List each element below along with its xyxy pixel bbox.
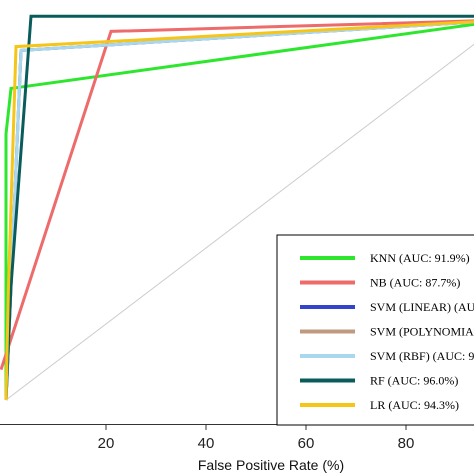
reference-diagonal-layer bbox=[5, 43, 474, 401]
series-line-6 bbox=[4, 20, 474, 401]
legend-label-2: SVM (LINEAR) (AUC bbox=[370, 300, 474, 314]
legend: KNN (AUC: 91.9%) NB (AUC: 87.7%) SVM (LINE… bbox=[276, 234, 474, 426]
legend-label-4: SVM (RBF) (AUC: 9 bbox=[370, 349, 474, 363]
x-tick-label: 80 bbox=[398, 435, 415, 452]
series-line-1 bbox=[0, 19, 474, 371]
series-layer bbox=[0, 14, 474, 401]
legend-label-0: KNN (AUC: 91.9%) bbox=[370, 251, 470, 265]
x-tick-label: 20 bbox=[98, 435, 115, 452]
legend-label-1: NB (AUC: 87.7%) bbox=[370, 276, 460, 290]
legend-label-5: RF (AUC: 96.0%) bbox=[370, 374, 458, 388]
legend-label-6: LR (AUC: 94.3%) bbox=[370, 398, 459, 412]
x-tick-label: 40 bbox=[198, 435, 215, 452]
x-axis-title: False Positive Rate (%) bbox=[198, 457, 344, 473]
legend-label-3: SVM (POLYNOMIAL bbox=[370, 325, 474, 339]
chance-diagonal-line bbox=[5, 43, 474, 401]
x-tick-label: 60 bbox=[298, 435, 315, 452]
series-line-0 bbox=[4, 22, 474, 400]
x-ticks: 20 40 60 80 bbox=[98, 424, 415, 452]
